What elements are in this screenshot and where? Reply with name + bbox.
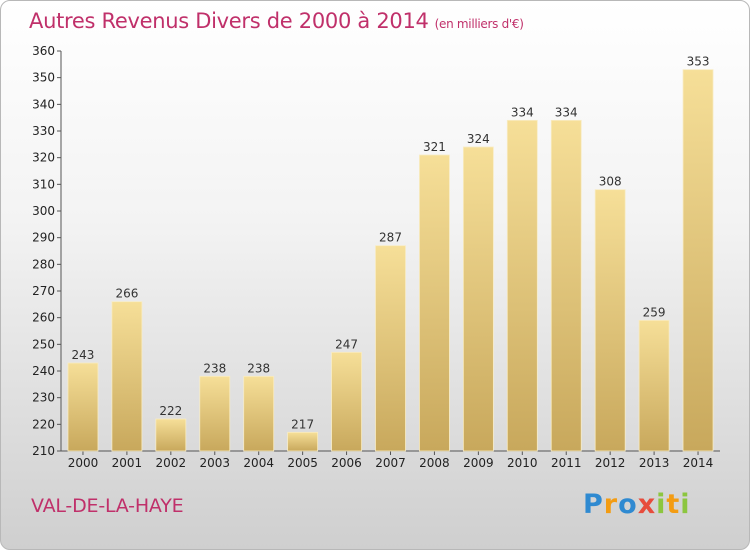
x-tick-label: 2007 (375, 456, 406, 470)
bar (67, 362, 99, 452)
bar-value-label: 222 (159, 404, 182, 418)
y-tick-label: 310 (32, 177, 55, 191)
x-tick-label: 2013 (639, 456, 670, 470)
bar (243, 375, 275, 452)
y-tick-label: 360 (32, 44, 55, 58)
x-tick-label: 2009 (463, 456, 494, 470)
x-tick-label: 2011 (551, 456, 582, 470)
bar-value-label: 334 (555, 105, 578, 119)
y-tick-label: 260 (32, 311, 55, 325)
bar (111, 301, 143, 452)
bar-value-label: 247 (335, 337, 358, 351)
x-tick-label: 2006 (331, 456, 362, 470)
y-tick-label: 290 (32, 231, 55, 245)
bar (375, 245, 406, 452)
bar (462, 146, 494, 452)
x-tick-label: 2005 (287, 456, 318, 470)
bar (550, 119, 582, 452)
bar-value-label: 266 (115, 287, 138, 301)
bar-value-label: 243 (72, 348, 95, 362)
bar (682, 69, 714, 452)
bar (287, 431, 319, 452)
x-tick-label: 2014 (683, 456, 714, 470)
chart-title: Autres Revenus Divers de 2000 à 2014 (en … (29, 9, 524, 33)
y-tick-label: 230 (32, 391, 55, 405)
x-tick-label: 2008 (419, 456, 450, 470)
bar (199, 375, 231, 452)
bar-value-label: 287 (379, 231, 402, 245)
place-name: VAL-DE-LA-HAYE (31, 495, 184, 517)
x-tick-label: 2002 (156, 456, 187, 470)
bar (594, 189, 626, 452)
y-tick-label: 300 (32, 204, 55, 218)
bar (638, 319, 670, 452)
x-tick-label: 2003 (199, 456, 230, 470)
bar (155, 418, 187, 452)
bar-value-label: 217 (291, 417, 314, 431)
proxiti-logo[interactable]: Proxiti (583, 489, 691, 520)
x-tick-label: 2000 (68, 456, 99, 470)
y-tick-label: 320 (32, 151, 55, 165)
chart-unit: (en milliers d'€) (434, 17, 524, 31)
bar (331, 351, 362, 452)
y-tick-label: 220 (32, 417, 55, 431)
bar (506, 119, 538, 452)
y-tick-label: 240 (32, 364, 55, 378)
y-tick-label: 250 (32, 337, 55, 351)
bar-value-label: 238 (247, 361, 270, 375)
y-tick-label: 340 (32, 97, 55, 111)
x-tick-label: 2010 (507, 456, 538, 470)
x-tick-label: 2004 (243, 456, 274, 470)
bar-value-label: 238 (203, 361, 226, 375)
bar-value-label: 334 (511, 105, 534, 119)
bar (419, 154, 450, 452)
x-tick-label: 2001 (112, 456, 143, 470)
y-tick-label: 270 (32, 284, 55, 298)
bar-value-label: 259 (643, 305, 666, 319)
bar-value-label: 324 (467, 132, 490, 146)
y-tick-label: 280 (32, 257, 55, 271)
bar-value-label: 321 (423, 140, 446, 154)
bar-value-label: 308 (599, 175, 622, 189)
y-tick-label: 330 (32, 124, 55, 138)
y-tick-label: 350 (32, 71, 55, 85)
y-tick-label: 210 (32, 444, 55, 458)
x-tick-label: 2012 (595, 456, 626, 470)
bar-value-label: 353 (687, 55, 710, 69)
